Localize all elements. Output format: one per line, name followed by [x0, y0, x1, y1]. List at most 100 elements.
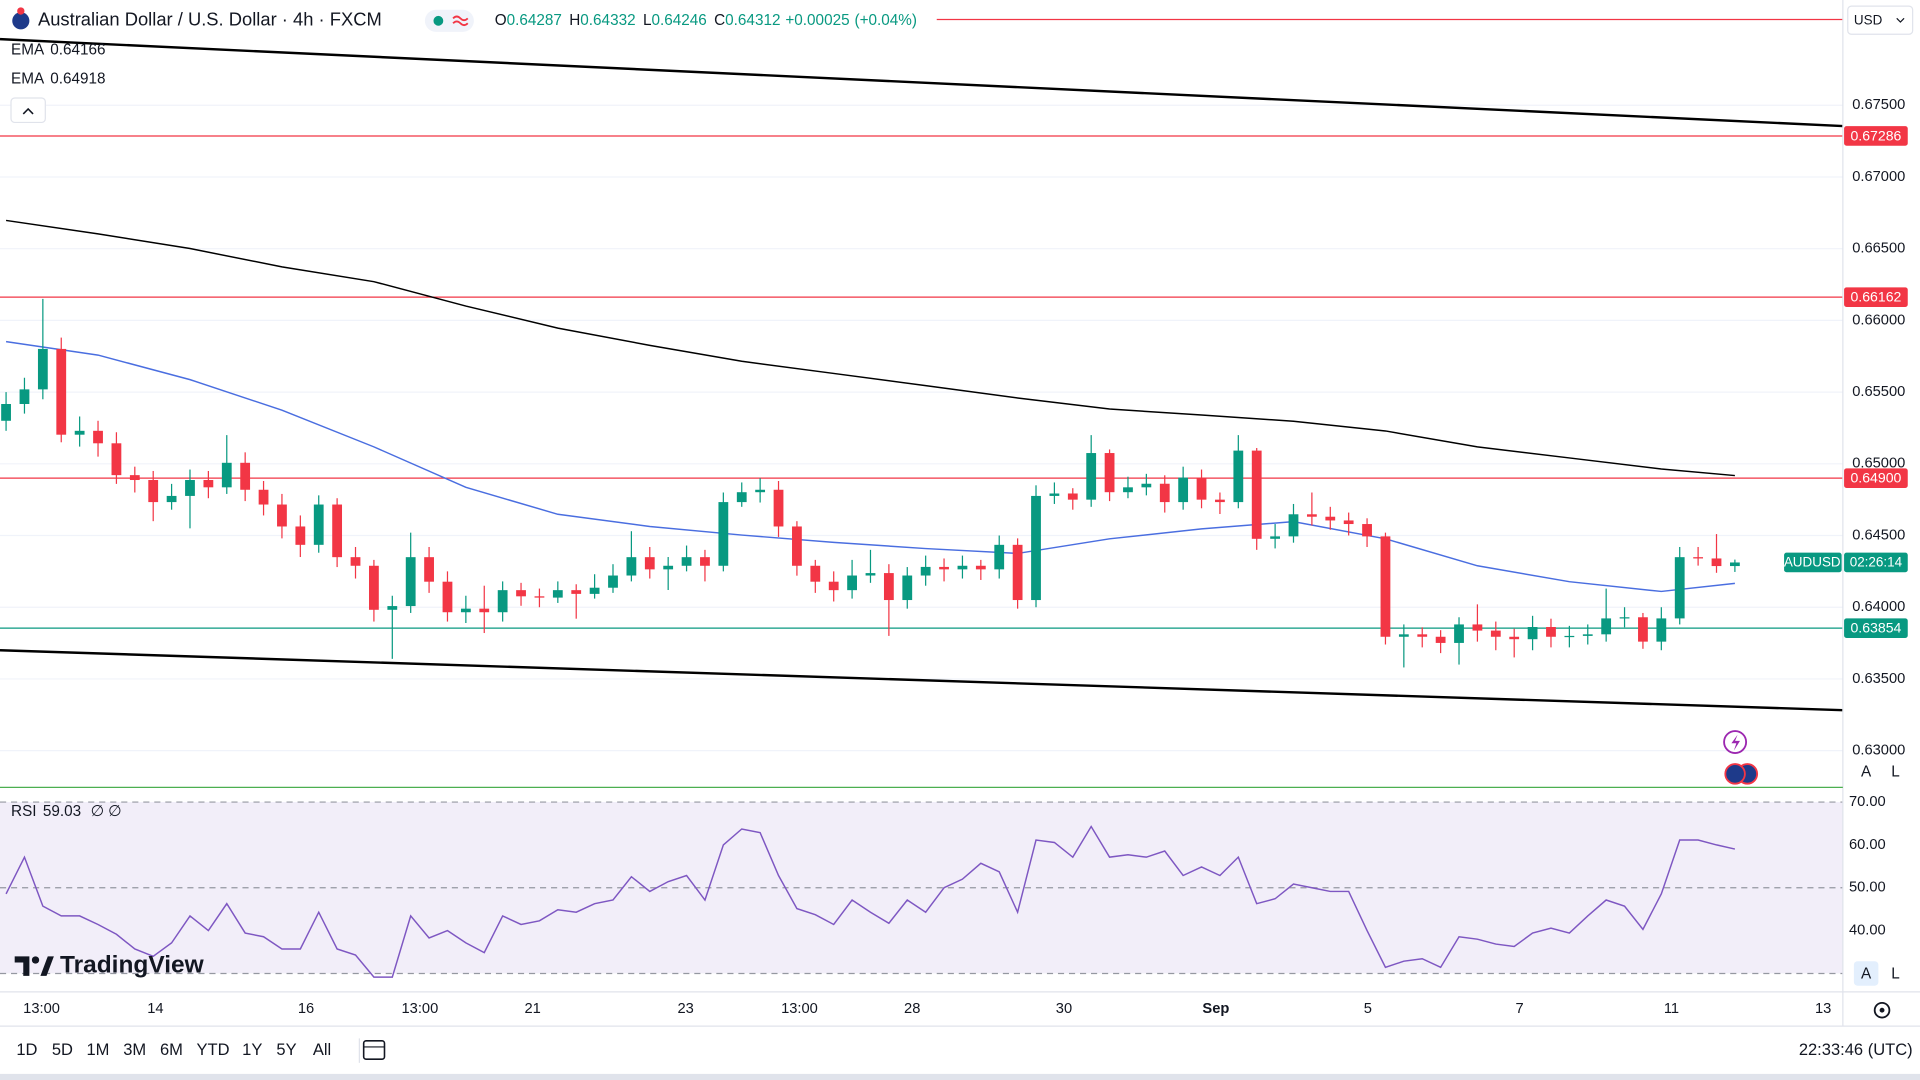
ohlc-value: 0.64312: [725, 12, 780, 29]
x-tick-label: 5: [1364, 1001, 1372, 1017]
symbol-tag-label: AUDUSD: [1784, 555, 1841, 570]
rsi-legend-params: ∅ ∅: [91, 803, 122, 820]
y-tick-label: 0.66500: [1852, 241, 1905, 257]
ohlc-value: 0.64287: [507, 12, 562, 29]
candle-body: [534, 596, 545, 598]
log-scale-button[interactable]: [1883, 759, 1908, 784]
level-label: 0.63854: [1850, 619, 1901, 635]
range-button[interactable]: All: [313, 1040, 331, 1059]
range-button[interactable]: 5Y: [276, 1040, 296, 1059]
symbol-title: Australian Dollar / U.S. Dollar · 4h · F…: [38, 9, 382, 30]
collapse-legend[interactable]: [10, 97, 46, 124]
rsi-legend-value: 59.03: [43, 803, 81, 820]
candle-body: [497, 590, 508, 613]
candle-body: [203, 480, 214, 488]
candle-body: [111, 443, 122, 476]
range-button[interactable]: 1M: [86, 1040, 109, 1059]
auto-scale-button[interactable]: [1853, 961, 1879, 986]
range-button[interactable]: 1Y: [242, 1040, 262, 1059]
candle-body: [865, 573, 876, 576]
candle-body: [1656, 618, 1667, 642]
ohlc-label: C: [714, 12, 725, 29]
range-button[interactable]: 3M: [123, 1040, 146, 1059]
event-glyph: [1731, 734, 1740, 751]
candle-body: [681, 557, 692, 566]
candle-body: [1527, 627, 1538, 640]
y-tick-label: 40.00: [1849, 922, 1886, 938]
y-tick-label: 0.67500: [1852, 97, 1905, 113]
settings-icon: [1879, 1007, 1885, 1013]
y-tick-label: 50.00: [1849, 880, 1886, 896]
candle-body: [663, 565, 674, 570]
candle-body: [1325, 516, 1336, 521]
ema-legend-value: 0.64166: [50, 41, 105, 58]
range-button[interactable]: 5D: [52, 1040, 73, 1059]
range-button[interactable]: YTD: [197, 1040, 230, 1059]
date-range-button[interactable]: [362, 1040, 386, 1060]
candle-body: [810, 565, 821, 582]
clock[interactable]: 22:33:46 (UTC): [1799, 1040, 1913, 1059]
ema-line: [5, 219, 1735, 477]
rsi-line: [5, 825, 1736, 978]
status-pill[interactable]: [424, 9, 474, 32]
candle-body: [1490, 630, 1501, 637]
x-tick-label: 28: [904, 1001, 920, 1017]
candle-body: [1398, 634, 1409, 637]
candle-body: [387, 606, 398, 610]
rsi-legend-name: RSI: [11, 803, 37, 820]
candle-body: [792, 526, 802, 566]
currency-button[interactable]: [1847, 5, 1914, 35]
y-tick-label: 0.65500: [1852, 384, 1905, 400]
log-scale-button[interactable]: [1883, 961, 1908, 986]
y-tick-label: 0.65000: [1852, 456, 1905, 472]
countdown-tag: [1844, 552, 1908, 573]
level-label: 0.64900: [1850, 469, 1901, 485]
x-tick-label: 13: [1815, 1001, 1831, 1017]
candle-body: [1380, 536, 1391, 637]
x-tick-label: 23: [677, 1001, 693, 1017]
candle-body: [332, 504, 343, 558]
ema-legend-name: EMA: [11, 71, 45, 88]
data-status: [452, 15, 469, 27]
candle-body: [571, 590, 582, 594]
y-tick-label: 0.63000: [1852, 743, 1905, 759]
range-button[interactable]: 6M: [160, 1040, 183, 1059]
level-label: 0.67286: [1850, 127, 1901, 143]
x-tick-label: 7: [1515, 1001, 1523, 1017]
candle-body: [1104, 453, 1115, 493]
candle-body: [1546, 627, 1556, 637]
candle-body: [56, 348, 67, 435]
economic-event[interactable]: [1724, 763, 1746, 785]
level-tag: [1844, 618, 1908, 638]
candle-body: [1472, 624, 1483, 631]
candle-body: [19, 389, 30, 404]
logo-glyph: [14, 956, 30, 976]
candle-body: [93, 430, 103, 444]
candle-body: [405, 557, 416, 607]
candle-body: [1564, 635, 1575, 638]
candle-body: [74, 430, 85, 435]
ema-legend-value: 0.64918: [50, 71, 105, 88]
candle-body: [277, 504, 287, 527]
auto-scale-button[interactable]: [1853, 759, 1879, 784]
ohlc-value: 0.64332: [580, 12, 635, 29]
ohlc-label: H: [569, 12, 580, 29]
log-scale-label: L: [1891, 764, 1900, 781]
candle-body: [460, 608, 471, 613]
candle-body: [1306, 514, 1317, 517]
candle-body: [295, 526, 306, 545]
candle-body: [847, 575, 857, 591]
candle-body: [1582, 634, 1593, 636]
candle-body: [148, 480, 159, 503]
y-tick-label: 0.67000: [1852, 169, 1905, 185]
candle-body: [129, 475, 140, 481]
x-tick-label: 11: [1664, 1001, 1679, 1017]
range-button[interactable]: 1D: [16, 1040, 37, 1059]
x-tick-label: 21: [524, 1001, 540, 1017]
candle-body: [957, 565, 968, 570]
x-tick-label: 16: [298, 1001, 314, 1017]
candle-body: [608, 575, 618, 588]
candle-body: [479, 608, 490, 613]
settings-button[interactable]: [1873, 1001, 1891, 1019]
candle-body: [1123, 487, 1133, 493]
